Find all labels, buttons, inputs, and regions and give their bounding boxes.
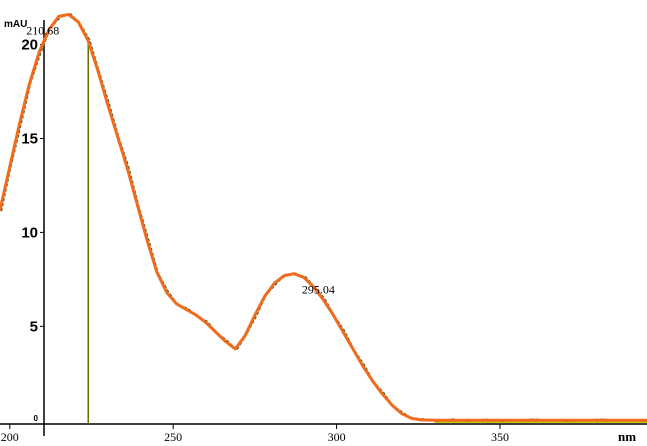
data-point	[381, 392, 384, 396]
data-point	[224, 340, 227, 343]
data-point	[126, 167, 129, 170]
data-point	[47, 28, 51, 31]
data-point	[596, 418, 600, 422]
data-point	[184, 308, 188, 311]
y-tick-label: 10	[21, 224, 38, 241]
data-point	[214, 330, 217, 334]
peak-label: 210.68	[26, 24, 59, 38]
data-point	[465, 418, 469, 422]
data-point	[28, 82, 31, 86]
data-point	[96, 69, 100, 73]
data-point	[371, 379, 374, 383]
data-point	[390, 403, 394, 407]
x-tick-label: 350	[491, 430, 509, 444]
data-point	[351, 347, 355, 351]
x-tick-label: 300	[328, 430, 346, 444]
data-point	[263, 294, 266, 298]
x-tick-label: 200	[1, 430, 19, 444]
data-point	[175, 302, 178, 306]
data-point	[433, 418, 436, 422]
data-point	[282, 274, 286, 277]
x-tick-label: 250	[164, 430, 182, 444]
data-point	[8, 165, 12, 168]
data-point	[322, 298, 325, 302]
data-point	[165, 291, 168, 294]
y-tick-label: 0	[34, 414, 39, 423]
data-point	[135, 202, 139, 206]
data-point	[531, 418, 534, 422]
data-point	[341, 330, 345, 334]
data-point	[449, 418, 453, 422]
data-point	[106, 103, 110, 106]
data-point	[253, 313, 257, 317]
y-axis-unit: mAU	[4, 19, 27, 30]
data-point	[57, 15, 61, 18]
peak-annotations: 210.68 295.04	[26, 24, 335, 297]
data-point	[498, 418, 502, 422]
data-point	[145, 238, 149, 242]
data-point	[361, 364, 365, 368]
data-point	[482, 418, 485, 422]
data-point	[18, 122, 21, 125]
data-point	[204, 321, 208, 324]
data-point	[86, 39, 90, 43]
data-point	[564, 418, 567, 422]
y-tick-label: 5	[30, 318, 38, 335]
y-tick-label: 20	[21, 37, 38, 54]
data-point	[67, 13, 70, 16]
spectrum-series-line	[0, 13, 647, 422]
data-point	[410, 417, 414, 420]
data-point	[332, 313, 335, 317]
x-axis-unit: nm	[618, 429, 636, 444]
x-tick-labels: 200 250 300 350	[1, 424, 509, 444]
data-point	[155, 270, 159, 274]
data-points	[0, 13, 647, 422]
peak-label: 295.04	[302, 283, 335, 297]
data-point	[233, 347, 237, 351]
data-point	[194, 313, 198, 317]
data-point	[312, 285, 315, 289]
data-point	[400, 412, 404, 415]
data-point	[243, 334, 247, 338]
data-point	[37, 50, 41, 54]
data-point	[273, 281, 276, 285]
data-point	[420, 418, 423, 422]
data-point	[0, 208, 2, 212]
data-point	[302, 276, 306, 279]
y-tick-label: 15	[21, 130, 38, 147]
data-point	[292, 272, 296, 276]
y-tick-labels: 5 10 15 20 0	[21, 37, 44, 423]
data-point	[116, 135, 119, 138]
data-point	[77, 20, 80, 24]
